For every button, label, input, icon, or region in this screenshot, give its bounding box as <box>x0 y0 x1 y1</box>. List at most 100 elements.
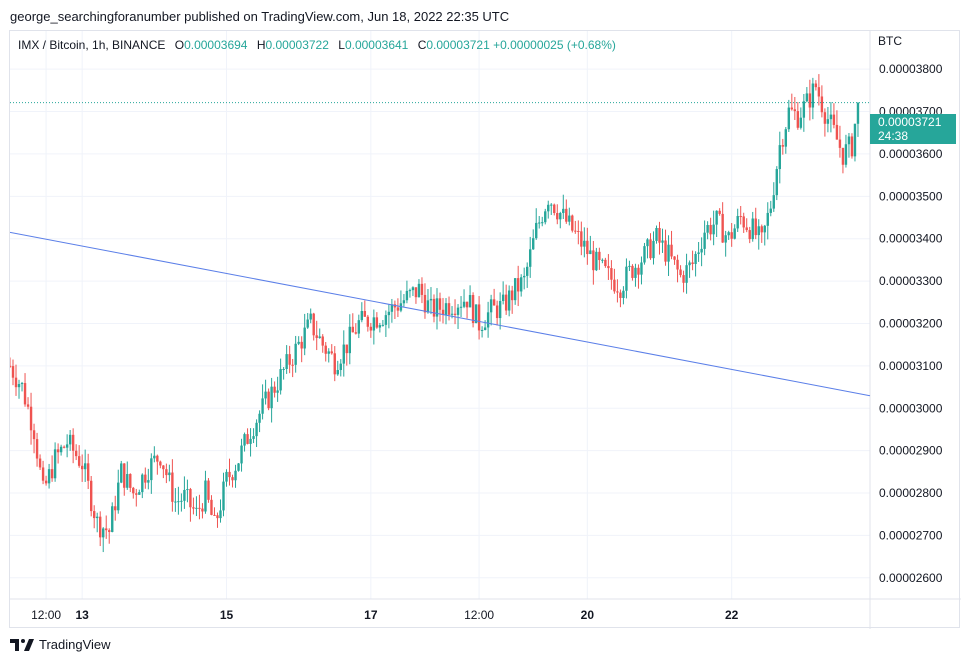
candle-body <box>204 480 207 512</box>
legend-open-value: 0.00003694 <box>184 38 248 52</box>
candle-body <box>799 117 803 128</box>
chart-frame[interactable]: 0.00002600 0.00002700 0.00002800 0.00002900… <box>9 30 961 629</box>
y-tick-label: 0.00003800 <box>879 62 943 76</box>
candle-body <box>649 239 652 259</box>
candle-body <box>688 262 691 266</box>
candle-body <box>706 224 709 233</box>
candle-body <box>44 480 48 484</box>
candle-body <box>495 305 499 319</box>
candle-body <box>691 262 694 265</box>
candle-body <box>282 368 285 370</box>
candle-body <box>77 456 81 466</box>
candle-body <box>838 139 842 148</box>
candle-body <box>622 290 625 298</box>
footer[interactable]: TradingView <box>10 637 111 652</box>
candle-body <box>144 474 147 483</box>
candle-body <box>198 507 201 509</box>
candle-body <box>547 204 550 212</box>
candle-body <box>676 259 679 270</box>
x-tick-label: 17 <box>364 608 378 622</box>
candle-body <box>447 303 451 315</box>
candle-body <box>556 213 559 220</box>
candle-body <box>477 304 481 331</box>
candle-body <box>156 455 159 462</box>
candle-body <box>619 292 622 298</box>
candle-body <box>210 499 213 515</box>
candle-body <box>637 267 640 275</box>
candle-body <box>471 295 475 324</box>
candle-body <box>703 232 706 249</box>
candle-body <box>32 430 36 440</box>
candle-body <box>141 474 144 493</box>
candle-body <box>132 487 135 494</box>
candle-body <box>513 278 517 301</box>
candle-body <box>17 384 21 388</box>
candle-body <box>183 489 186 501</box>
candle-body <box>727 232 730 236</box>
candle-body <box>351 326 354 333</box>
candle-body <box>634 267 637 278</box>
candle-body <box>640 262 643 275</box>
publisher-line: george_searchingforanumber published on … <box>10 9 510 24</box>
legend-symbol[interactable]: IMX / Bitcoin, 1h, BINANCE <box>18 38 166 52</box>
candle-body <box>829 114 833 120</box>
y-tick-label: 0.00003600 <box>879 147 943 161</box>
candle-body <box>216 515 219 519</box>
candle-body <box>507 290 511 311</box>
candlestick-chart[interactable]: 0.00002600 0.00002700 0.00002800 0.00002900… <box>10 31 961 629</box>
candle-body <box>550 204 553 206</box>
y-tick-label: 0.00003500 <box>879 189 943 203</box>
candle-body <box>483 327 487 330</box>
candle-body <box>438 298 442 310</box>
candle-body <box>177 501 180 503</box>
candle-body <box>492 299 496 306</box>
candle-body <box>35 439 39 459</box>
candle-body <box>255 422 258 437</box>
candle-body <box>174 501 177 503</box>
candle-body <box>715 210 718 225</box>
candle-body <box>348 326 351 354</box>
candle-body <box>369 326 373 331</box>
candle-body <box>150 458 153 481</box>
candle-body <box>628 265 631 267</box>
candle-body <box>772 195 775 209</box>
candle-body <box>796 111 800 128</box>
candle-body <box>213 514 216 516</box>
candle-body <box>10 365 12 367</box>
candle-body <box>86 463 90 481</box>
candle-body <box>559 213 562 220</box>
candle-body <box>652 240 655 259</box>
candle-body <box>510 290 514 301</box>
candle-body <box>811 83 815 108</box>
candle-body <box>366 316 370 327</box>
candle-body <box>465 301 469 308</box>
candle-body <box>408 290 412 292</box>
candle-body <box>784 129 788 147</box>
candle-body <box>339 363 342 371</box>
candle-body <box>450 313 454 315</box>
legend-low-value: 0.00003641 <box>344 38 409 52</box>
candle-body <box>120 463 123 483</box>
candle-body <box>267 391 270 409</box>
candle-body <box>613 279 616 292</box>
candle-body <box>396 307 400 311</box>
x-tick-label: 12:00 <box>31 608 61 622</box>
candle-body <box>535 222 538 239</box>
candle-body <box>117 482 120 511</box>
candle-body <box>363 311 367 317</box>
candle-body <box>682 275 685 283</box>
candle-body <box>207 480 210 500</box>
candle-body <box>315 335 318 338</box>
y-tick-label: 0.00003000 <box>879 401 943 415</box>
candle-body <box>754 218 757 236</box>
candle-body <box>288 354 291 365</box>
candle-body <box>589 250 592 255</box>
candle-body <box>544 211 547 223</box>
candle-body <box>631 265 634 278</box>
candle-body <box>850 136 854 157</box>
candle-body <box>333 353 336 375</box>
candle-body <box>441 309 445 315</box>
candle-body <box>432 298 436 317</box>
candle-body <box>108 530 111 532</box>
candle-body <box>372 317 376 331</box>
